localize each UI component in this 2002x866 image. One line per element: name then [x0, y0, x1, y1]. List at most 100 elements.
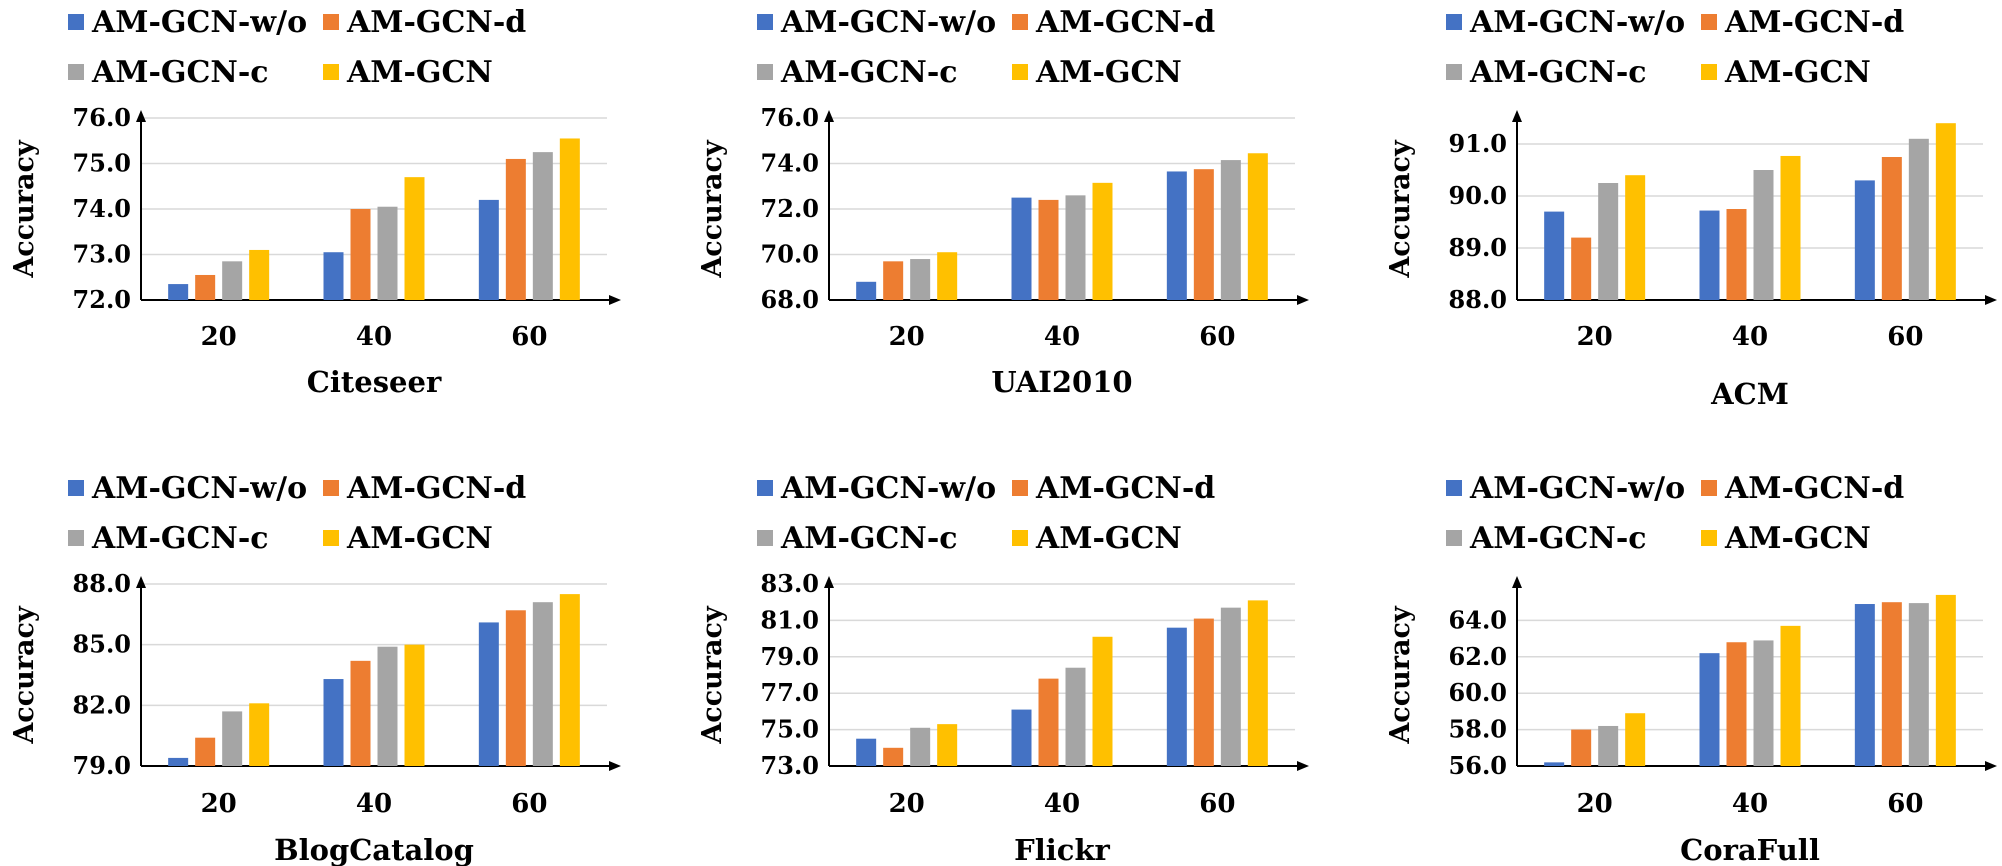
bar — [168, 757, 189, 766]
y-tick-label: 89.0 — [1449, 233, 1507, 262]
legend-label: AM-GCN — [1035, 55, 1182, 90]
legend-swatch — [1012, 530, 1028, 546]
bar — [350, 209, 371, 300]
legend-swatch — [1012, 64, 1028, 80]
y-tick-label: 79.0 — [761, 642, 819, 671]
legend: AM-GCN-w/o AM-GCN-d AM-GCN-c AM-GCN — [1446, 5, 1904, 90]
legend-label: AM-GCN-c — [91, 55, 269, 90]
x-tick-label: 40 — [1044, 789, 1080, 819]
bar — [1726, 642, 1747, 766]
x-axis-arrow — [1297, 761, 1309, 771]
bar — [1699, 653, 1720, 766]
bar — [1092, 182, 1113, 300]
bar — [1726, 209, 1747, 300]
legend-label: AM-GCN — [1724, 521, 1871, 556]
bar — [910, 727, 931, 766]
legend-swatch — [757, 64, 773, 80]
y-tick-label: 68.0 — [761, 285, 819, 314]
x-axis-arrow — [609, 295, 621, 305]
bar — [478, 622, 499, 766]
legend-label: AM-GCN-d — [346, 5, 526, 40]
legend-swatch — [68, 14, 84, 30]
legend-label: AM-GCN-d — [1035, 5, 1215, 40]
x-axis-arrow — [1985, 761, 1997, 771]
bar — [856, 738, 877, 766]
legend-swatch — [68, 480, 84, 496]
bar — [1571, 237, 1592, 300]
y-axis-label: Accuracy — [697, 139, 728, 279]
y-tick-label: 74.0 — [761, 149, 819, 178]
y-axis-label: Accuracy — [1385, 139, 1416, 279]
bar — [1780, 155, 1801, 300]
x-axis-label: ACM — [1710, 377, 1789, 411]
legend: AM-GCN-w/o AM-GCN-d AM-GCN-c AM-GCN — [757, 471, 1215, 556]
bar — [1544, 211, 1565, 300]
y-tick-label: 60.0 — [1449, 678, 1507, 707]
y-axis-arrow — [136, 110, 146, 122]
legend-swatch — [757, 480, 773, 496]
bar — [910, 259, 931, 300]
x-tick-label: 40 — [356, 789, 392, 819]
y-tick-label: 74.0 — [73, 194, 131, 223]
bar — [505, 610, 526, 766]
legend-label: AM-GCN — [346, 55, 493, 90]
legend-label: AM-GCN-c — [1469, 55, 1647, 90]
bar — [1935, 123, 1956, 300]
y-axis-arrow — [1512, 110, 1522, 122]
legend-label: AM-GCN-w/o — [1469, 471, 1685, 506]
bar — [249, 249, 270, 300]
legend-swatch — [1701, 64, 1717, 80]
legend-swatch — [323, 530, 339, 546]
legend-swatch — [757, 530, 773, 546]
bar — [1571, 729, 1592, 766]
y-axis-label: Accuracy — [9, 139, 40, 279]
bar — [1166, 171, 1187, 300]
y-tick-label: 88.0 — [1449, 285, 1507, 314]
bar — [1193, 169, 1214, 300]
y-tick-label: 73.0 — [73, 240, 131, 269]
y-tick-label: 76.0 — [73, 103, 131, 132]
bar — [1625, 713, 1646, 766]
bar — [1065, 667, 1086, 766]
bar — [883, 261, 904, 300]
y-tick-label: 82.0 — [73, 690, 131, 719]
x-axis-label: CoraFull — [1680, 833, 1820, 866]
legend-label: AM-GCN — [346, 521, 493, 556]
legend-label: AM-GCN-c — [780, 521, 958, 556]
x-tick-label: 20 — [1577, 789, 1613, 819]
bar — [1220, 160, 1241, 300]
x-tick-label: 40 — [1044, 322, 1080, 352]
legend: AM-GCN-w/o AM-GCN-d AM-GCN-c AM-GCN — [1446, 471, 1904, 556]
legend-label: AM-GCN-c — [1469, 521, 1647, 556]
y-tick-label: 88.0 — [73, 569, 131, 598]
y-tick-label: 64.0 — [1449, 605, 1507, 634]
legend-swatch — [68, 530, 84, 546]
bar — [937, 724, 958, 766]
bar — [222, 711, 243, 766]
bar — [1544, 762, 1565, 766]
chart-panel-5: AM-GCN-w/o AM-GCN-d AM-GCN-c AM-GCN 56.0 58.0… — [1385, 471, 1997, 866]
bar — [168, 284, 189, 300]
legend-swatch — [323, 480, 339, 496]
legend-swatch — [1446, 14, 1462, 30]
bar — [1038, 199, 1059, 300]
bar — [1193, 618, 1214, 766]
bar — [1092, 636, 1113, 766]
y-tick-label: 58.0 — [1449, 715, 1507, 744]
bar — [1065, 195, 1086, 300]
y-tick-label: 81.0 — [761, 605, 819, 634]
legend-label: AM-GCN-w/o — [1469, 5, 1685, 40]
bar — [222, 261, 243, 300]
bar — [1908, 138, 1929, 300]
chart-panel-4: AM-GCN-w/o AM-GCN-d AM-GCN-c AM-GCN 73.0 75.0… — [697, 471, 1309, 866]
x-tick-label: 40 — [356, 322, 392, 352]
x-tick-label: 20 — [889, 789, 925, 819]
legend-label: AM-GCN-w/o — [91, 471, 307, 506]
bar — [195, 274, 216, 300]
chart-panel-2: AM-GCN-w/o AM-GCN-d AM-GCN-c AM-GCN 88.0 89.0… — [1385, 5, 1997, 411]
bar — [532, 602, 553, 766]
x-tick-label: 20 — [1577, 322, 1613, 352]
chart-panel-3: AM-GCN-w/o AM-GCN-d AM-GCN-c AM-GCN 79.0 82.0… — [9, 471, 621, 866]
x-tick-label: 60 — [511, 322, 547, 352]
legend-label: AM-GCN-d — [1724, 5, 1904, 40]
